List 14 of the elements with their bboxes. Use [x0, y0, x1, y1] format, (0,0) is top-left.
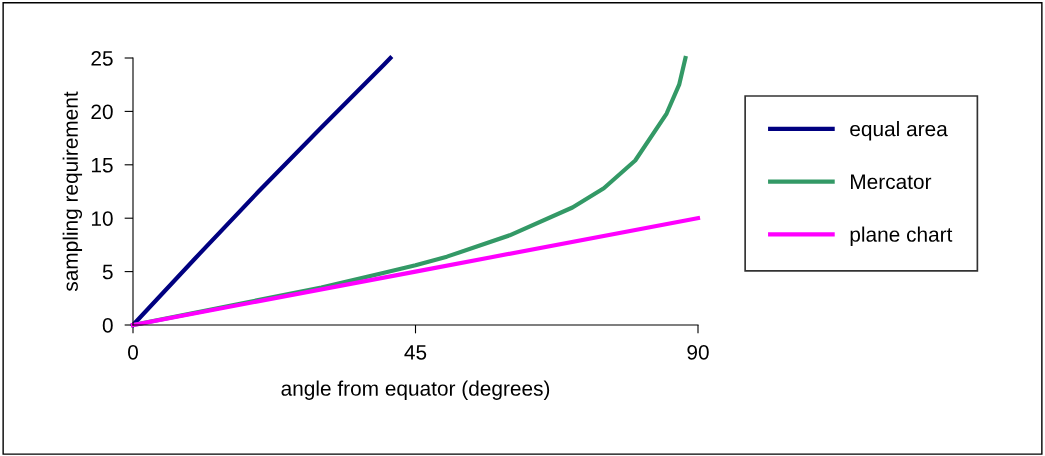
y-tick-label: 10 — [91, 211, 113, 226]
y-axis-title: sampling requirement — [62, 91, 83, 292]
x-tick-label: 90 — [687, 344, 709, 360]
y-tick-label: 5 — [102, 264, 113, 280]
legend-label: equal area — [850, 121, 948, 141]
legend-label: plane chart — [850, 226, 953, 246]
y-tick-label: 15 — [91, 158, 113, 173]
x-axis-title: angle from equator (degrees) — [281, 380, 550, 400]
y-tick-label: 0 — [102, 318, 113, 333]
y-tick-label: 25 — [91, 51, 113, 66]
y-tick-label: 20 — [91, 104, 113, 120]
x-tick-label: 0 — [128, 344, 138, 360]
legend-label: Mercator — [851, 174, 932, 190]
x-tick-label: 45 — [404, 345, 427, 360]
